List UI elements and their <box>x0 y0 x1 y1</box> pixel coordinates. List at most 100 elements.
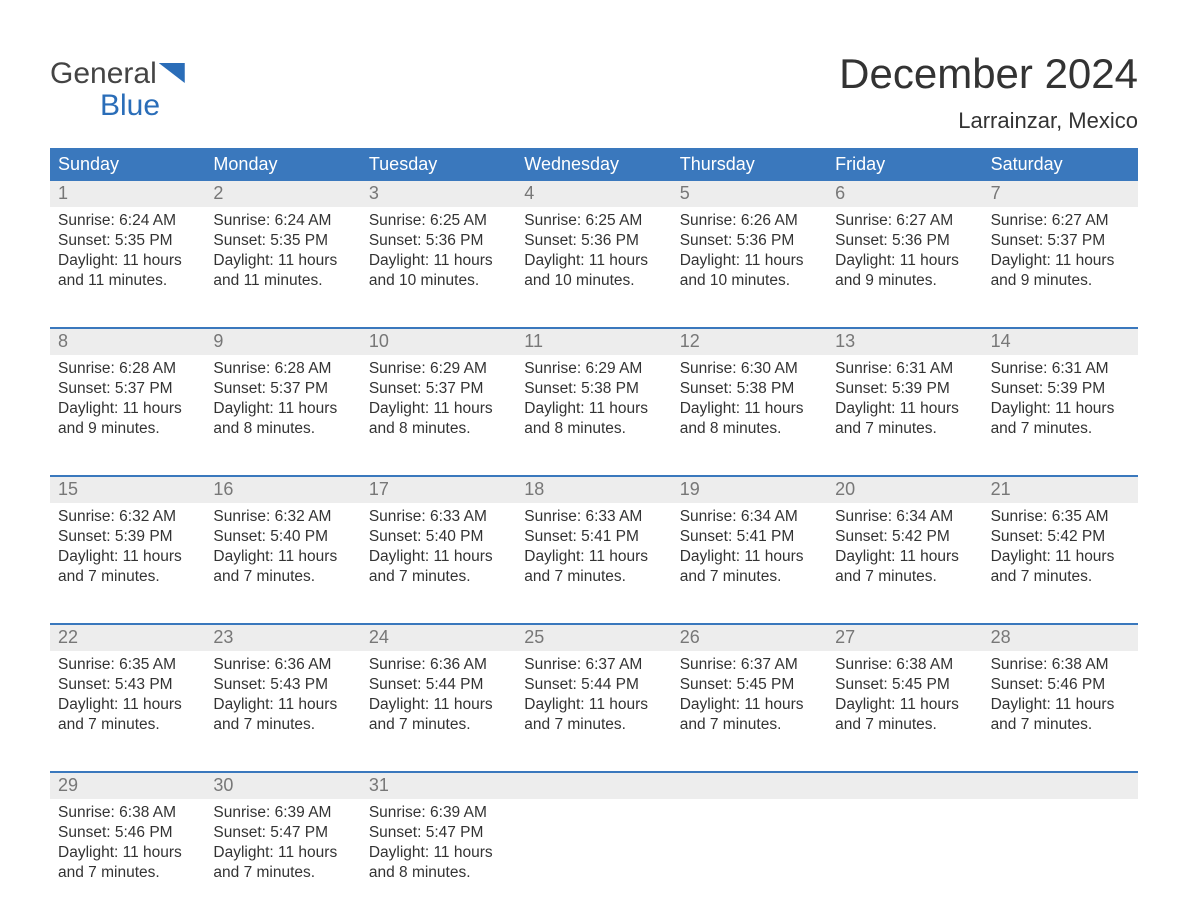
sunrise-text: Sunrise: 6:36 AM <box>369 655 508 675</box>
daylight-text-2: and 8 minutes. <box>524 419 663 439</box>
logo-flag-icon <box>159 63 185 83</box>
calendar-week: 891011121314 Sunrise: 6:28 AM Sunset: 5:37… <box>50 327 1138 455</box>
sunrise-text: Sunrise: 6:34 AM <box>835 507 974 527</box>
weekday-header: Tuesday <box>361 148 516 181</box>
daylight-text-2: and 8 minutes. <box>680 419 819 439</box>
logo: General Blue <box>50 58 185 121</box>
day-number: 10 <box>361 329 516 355</box>
daylight-text-2: and 7 minutes. <box>835 567 974 587</box>
daylight-text-2: and 7 minutes. <box>58 863 197 883</box>
sunrise-text: Sunrise: 6:28 AM <box>58 359 197 379</box>
day-number: 31 <box>361 773 516 799</box>
sunrise-text: Sunrise: 6:30 AM <box>680 359 819 379</box>
daylight-text-2: and 7 minutes. <box>58 567 197 587</box>
day-number <box>516 773 671 799</box>
sunset-text: Sunset: 5:35 PM <box>58 231 197 251</box>
sunrise-text: Sunrise: 6:37 AM <box>680 655 819 675</box>
day-number-row: 22232425262728 <box>50 625 1138 651</box>
day-cell <box>827 799 982 899</box>
day-cell <box>672 799 827 899</box>
sunset-text: Sunset: 5:40 PM <box>213 527 352 547</box>
day-cell: Sunrise: 6:25 AMSunset: 5:36 PMDaylight:… <box>516 207 671 307</box>
calendar-week: 22232425262728Sunrise: 6:35 AMSunset: 5:… <box>50 623 1138 751</box>
sunrise-text: Sunrise: 6:38 AM <box>835 655 974 675</box>
sunset-text: Sunset: 5:35 PM <box>213 231 352 251</box>
daylight-text-2: and 7 minutes. <box>680 715 819 735</box>
day-cell: Sunrise: 6:31 AMSunset: 5:39 PMDaylight:… <box>827 355 982 455</box>
day-cell: Sunrise: 6:27 AMSunset: 5:37 PMDaylight:… <box>983 207 1138 307</box>
sunset-text: Sunset: 5:39 PM <box>58 527 197 547</box>
sunrise-text: Sunrise: 6:32 AM <box>58 507 197 527</box>
sunset-text: Sunset: 5:37 PM <box>369 379 508 399</box>
sunrise-text: Sunrise: 6:32 AM <box>213 507 352 527</box>
sunset-text: Sunset: 5:41 PM <box>524 527 663 547</box>
sunset-text: Sunset: 5:46 PM <box>991 675 1130 695</box>
sunset-text: Sunset: 5:39 PM <box>835 379 974 399</box>
daylight-text-1: Daylight: 11 hours <box>213 399 352 419</box>
daylight-text-2: and 7 minutes. <box>991 419 1130 439</box>
day-number <box>983 773 1138 799</box>
day-cell: Sunrise: 6:38 AMSunset: 5:46 PMDaylight:… <box>50 799 205 899</box>
daylight-text-1: Daylight: 11 hours <box>991 399 1130 419</box>
day-number: 8 <box>50 329 205 355</box>
calendar-week: 1234567Sunrise: 6:24 AMSunset: 5:35 PMDa… <box>50 181 1138 307</box>
daylight-text-1: Daylight: 11 hours <box>58 251 197 271</box>
day-cell <box>983 799 1138 899</box>
sunset-text: Sunset: 5:44 PM <box>524 675 663 695</box>
day-number: 13 <box>827 329 982 355</box>
daylight-text-1: Daylight: 11 hours <box>58 695 197 715</box>
day-cell: Sunrise: 6:32 AMSunset: 5:39 PMDaylight:… <box>50 503 205 603</box>
day-cell: Sunrise: 6:29 AMSunset: 5:38 PMDaylight:… <box>516 355 671 455</box>
daylight-text-1: Daylight: 11 hours <box>680 547 819 567</box>
calendar-week: 293031Sunrise: 6:38 AMSunset: 5:46 PMDay… <box>50 771 1138 899</box>
daylight-text-2: and 9 minutes. <box>58 419 197 439</box>
sunset-text: Sunset: 5:36 PM <box>835 231 974 251</box>
day-cell: Sunrise: 6:25 AMSunset: 5:36 PMDaylight:… <box>361 207 516 307</box>
daylight-text-2: and 10 minutes. <box>524 271 663 291</box>
sunset-text: Sunset: 5:45 PM <box>835 675 974 695</box>
daylight-text-2: and 7 minutes. <box>835 419 974 439</box>
daylight-text-2: and 7 minutes. <box>213 567 352 587</box>
daylight-text-2: and 9 minutes. <box>835 271 974 291</box>
day-number: 9 <box>205 329 360 355</box>
daylight-text-1: Daylight: 11 hours <box>524 251 663 271</box>
day-cell <box>516 799 671 899</box>
sunset-text: Sunset: 5:46 PM <box>58 823 197 843</box>
day-cell: Sunrise: 6:33 AMSunset: 5:40 PMDaylight:… <box>361 503 516 603</box>
month-title: December 2024 <box>839 50 1138 98</box>
title-block: December 2024 Larrainzar, Mexico <box>839 50 1138 134</box>
daylight-text-1: Daylight: 11 hours <box>213 843 352 863</box>
daylight-text-1: Daylight: 11 hours <box>524 695 663 715</box>
day-number: 12 <box>672 329 827 355</box>
daylight-text-2: and 7 minutes. <box>524 567 663 587</box>
logo-line1: General <box>50 58 185 90</box>
daylight-text-2: and 7 minutes. <box>680 567 819 587</box>
sunset-text: Sunset: 5:39 PM <box>991 379 1130 399</box>
day-cell: Sunrise: 6:29 AMSunset: 5:37 PMDaylight:… <box>361 355 516 455</box>
day-cell: Sunrise: 6:39 AMSunset: 5:47 PMDaylight:… <box>361 799 516 899</box>
day-number: 14 <box>983 329 1138 355</box>
day-number: 11 <box>516 329 671 355</box>
day-cell: Sunrise: 6:35 AMSunset: 5:42 PMDaylight:… <box>983 503 1138 603</box>
daylight-text-1: Daylight: 11 hours <box>58 399 197 419</box>
daylight-text-2: and 8 minutes. <box>369 419 508 439</box>
weekday-header: Wednesday <box>516 148 671 181</box>
sunrise-text: Sunrise: 6:24 AM <box>213 211 352 231</box>
sunset-text: Sunset: 5:36 PM <box>369 231 508 251</box>
day-cell: Sunrise: 6:27 AMSunset: 5:36 PMDaylight:… <box>827 207 982 307</box>
day-number: 3 <box>361 181 516 207</box>
day-number: 26 <box>672 625 827 651</box>
sunrise-text: Sunrise: 6:31 AM <box>991 359 1130 379</box>
sunrise-text: Sunrise: 6:36 AM <box>213 655 352 675</box>
day-cell: Sunrise: 6:26 AMSunset: 5:36 PMDaylight:… <box>672 207 827 307</box>
day-number: 15 <box>50 477 205 503</box>
sunset-text: Sunset: 5:42 PM <box>835 527 974 547</box>
sunrise-text: Sunrise: 6:24 AM <box>58 211 197 231</box>
day-cell: Sunrise: 6:38 AMSunset: 5:46 PMDaylight:… <box>983 651 1138 751</box>
weekday-header: Monday <box>205 148 360 181</box>
calendar-week: 15161718192021Sunrise: 6:32 AMSunset: 5:… <box>50 475 1138 603</box>
day-number: 29 <box>50 773 205 799</box>
daylight-text-1: Daylight: 11 hours <box>369 547 508 567</box>
daylight-text-1: Daylight: 11 hours <box>835 695 974 715</box>
daylight-text-1: Daylight: 11 hours <box>58 843 197 863</box>
